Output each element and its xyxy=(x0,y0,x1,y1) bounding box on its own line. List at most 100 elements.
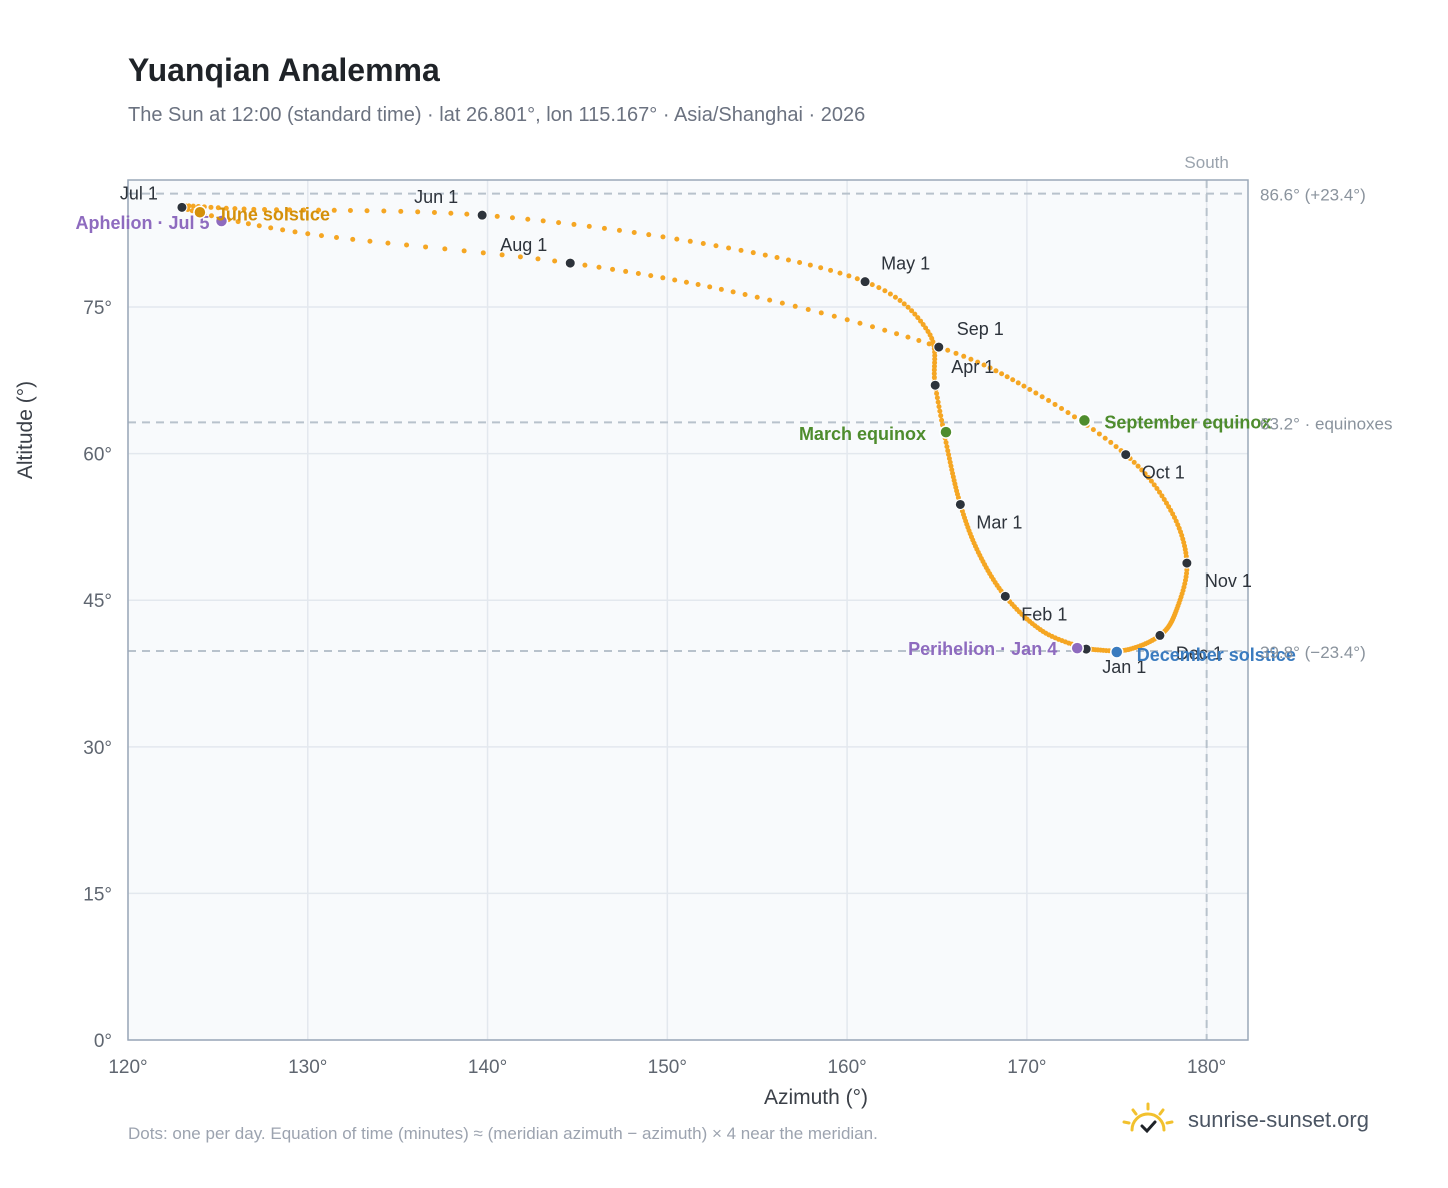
daily-dot xyxy=(931,371,937,377)
daily-dot xyxy=(987,365,993,371)
daily-dot xyxy=(807,262,813,268)
daily-dot xyxy=(280,227,286,233)
month-label: Jun 1 xyxy=(414,187,458,207)
daily-dot xyxy=(1052,401,1058,407)
daily-dot xyxy=(726,245,732,251)
daily-dot xyxy=(464,211,470,217)
y-tick-label: 0° xyxy=(94,1031,112,1052)
daily-dot xyxy=(846,273,852,279)
daily-dot xyxy=(1163,500,1169,506)
daily-dot xyxy=(494,213,500,219)
daily-dot xyxy=(208,204,214,210)
daily-dot xyxy=(894,331,900,337)
daily-dot xyxy=(292,229,298,235)
brand[interactable]: sunrise-sunset.org xyxy=(1120,1102,1369,1138)
daily-dot xyxy=(947,459,953,465)
y-axis-title: Altitude (°) xyxy=(14,381,37,479)
chart-marks: Jan 1 Feb 1 Mar 1 Apr 1 May 1 Jun 1 Jul 1 Aug 1… xyxy=(75,183,1295,677)
daily-dot xyxy=(1145,474,1151,480)
daily-dot xyxy=(831,313,837,319)
daily-dot xyxy=(1131,459,1137,465)
daily-dot xyxy=(535,256,541,262)
month-label: Nov 1 xyxy=(1205,571,1252,591)
daily-dot xyxy=(934,390,940,396)
daily-dot xyxy=(268,225,274,231)
daily-dot xyxy=(938,413,944,419)
daily-dot xyxy=(945,347,951,353)
axis-labels: 120° 130° 140° 150° 160° 170° 180° 0° 15° 30° 45° 6… xyxy=(14,153,1393,1109)
y-tick-label: 75° xyxy=(83,298,112,319)
month-label: Mar 1 xyxy=(976,512,1022,532)
daily-dot xyxy=(318,233,324,239)
x-tick-label: 140° xyxy=(468,1057,507,1078)
daily-dot xyxy=(828,267,834,273)
daily-dot xyxy=(1059,405,1065,411)
daily-dot xyxy=(525,216,531,222)
month-label: May 1 xyxy=(881,254,930,274)
daily-dot xyxy=(442,246,448,252)
daily-dot xyxy=(1004,374,1010,380)
month-point xyxy=(933,341,945,353)
daily-dot xyxy=(616,227,622,233)
daily-dot xyxy=(915,315,921,321)
daily-dot xyxy=(968,356,974,362)
daily-dot xyxy=(648,273,654,279)
daily-dot xyxy=(316,207,322,213)
event-label: Aphelion · Jul 5 xyxy=(75,213,209,233)
daily-dot xyxy=(251,206,257,212)
daily-dot xyxy=(837,270,843,276)
daily-dot xyxy=(687,238,693,244)
daily-dot xyxy=(932,360,938,366)
daily-dot xyxy=(805,307,811,313)
daily-dot xyxy=(540,218,546,224)
daily-dot xyxy=(1142,471,1148,477)
daily-dot xyxy=(909,308,915,314)
daily-dot xyxy=(245,221,251,227)
daily-dot xyxy=(1135,463,1141,469)
x-tick-label: 150° xyxy=(648,1057,687,1078)
daily-dot xyxy=(571,221,577,227)
daily-dot xyxy=(961,353,967,359)
daily-dot xyxy=(920,322,926,328)
daily-dot xyxy=(857,320,863,326)
daily-dot xyxy=(993,368,999,374)
daily-dot xyxy=(700,241,706,247)
daily-dot xyxy=(797,260,803,266)
daily-dot xyxy=(1039,394,1045,400)
daily-dot xyxy=(844,317,850,323)
daily-dot xyxy=(695,282,701,288)
daily-dot xyxy=(931,367,937,373)
daily-dot xyxy=(779,300,785,306)
daily-dot xyxy=(944,444,950,450)
daily-dot xyxy=(672,277,678,283)
daily-dot xyxy=(262,207,268,213)
reference-lines xyxy=(128,180,1248,1040)
y-tick-label: 60° xyxy=(83,445,112,466)
daily-dot xyxy=(931,363,937,369)
month-point xyxy=(1181,557,1193,569)
daily-dot xyxy=(1027,387,1033,393)
daily-dot xyxy=(935,399,941,405)
daily-dot xyxy=(208,213,214,219)
daily-dot xyxy=(774,255,780,261)
daily-dot xyxy=(931,374,937,380)
daily-dot xyxy=(792,303,798,309)
event-point xyxy=(1077,413,1092,428)
daily-dot xyxy=(1065,410,1071,416)
daily-dot xyxy=(742,292,748,298)
x-tick-label: 170° xyxy=(1007,1057,1046,1078)
event-label: June solstice xyxy=(216,204,330,224)
daily-dot xyxy=(934,395,940,401)
month-label: Jan 1 xyxy=(1102,657,1146,677)
daily-dot xyxy=(499,252,505,258)
month-point xyxy=(954,498,966,510)
daily-dot xyxy=(367,238,373,244)
daily-dot xyxy=(854,276,860,282)
daily-dot xyxy=(287,207,293,213)
daily-dot xyxy=(586,223,592,229)
daily-dot xyxy=(1096,431,1102,437)
daily-dot xyxy=(347,207,353,213)
month-point xyxy=(999,590,1011,602)
daily-dot xyxy=(1159,493,1165,499)
